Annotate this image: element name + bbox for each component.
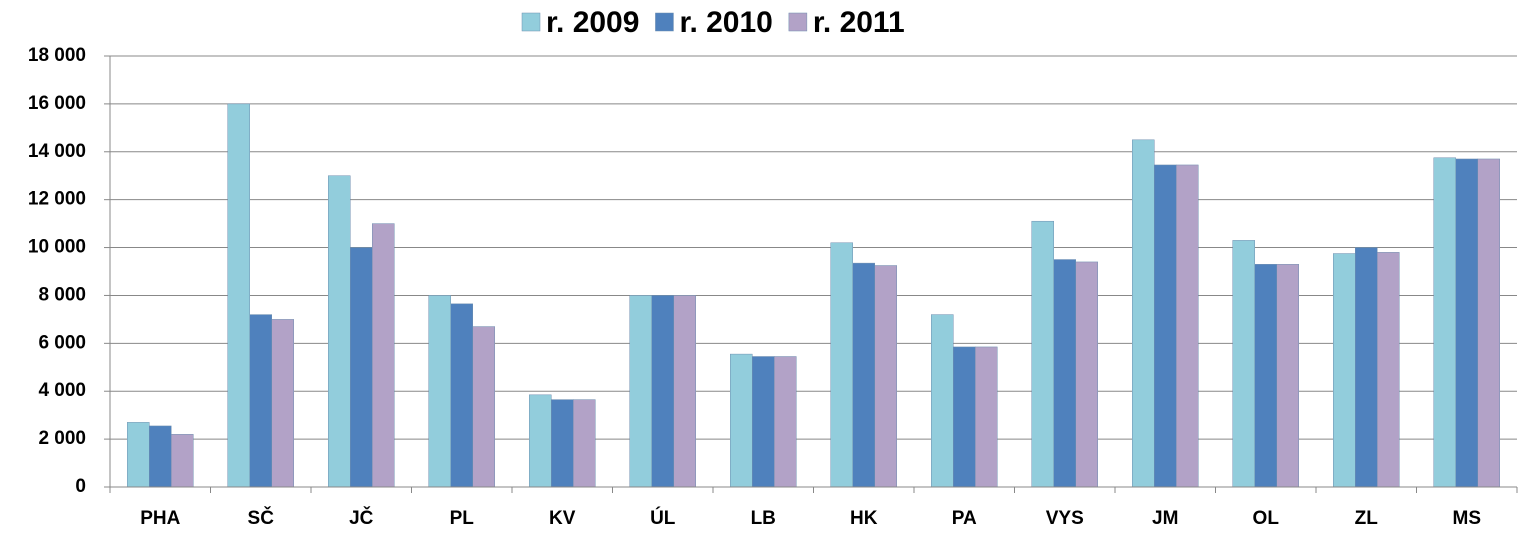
bar [149,425,172,488]
bar [529,394,552,488]
y-tick-label: 16 000 [28,93,86,114]
bar [1031,220,1054,488]
bar [1053,259,1076,488]
bar [752,356,775,488]
bar [673,295,696,488]
bar [1477,158,1500,488]
legend-label: r. 2010 [679,6,772,39]
bar [1154,164,1177,488]
bar [931,314,954,488]
bar [249,314,272,488]
bar [730,353,753,488]
y-tick-label: 6 000 [38,332,86,353]
bar [1377,252,1400,488]
bar [171,434,194,488]
x-tick-label: VYS [1046,508,1084,529]
x-tick-label: SČ [248,507,275,529]
bar [852,262,875,488]
x-tick-label: MS [1453,508,1482,529]
x-tick-label: KV [549,508,576,529]
bar [953,346,976,488]
bar [874,265,897,488]
bar [573,399,596,488]
legend-swatch [788,12,808,32]
bar [227,103,250,488]
bar [328,175,351,488]
x-tick-label: PL [450,508,475,529]
bar [830,242,853,488]
bar [472,326,495,488]
x-tick-label: ÚL [650,507,676,529]
bar [1455,158,1478,488]
bar [428,295,451,488]
legend-label: r. 2009 [546,6,639,39]
x-tick-label: ZL [1355,508,1379,529]
x-tick-label: JM [1152,508,1178,529]
bar [1176,164,1199,488]
bar [651,295,674,488]
y-tick-label: 14 000 [28,141,86,162]
x-tick-label: LB [751,508,776,529]
bar [350,247,373,488]
bar [127,422,150,488]
y-tick-label: 12 000 [28,189,86,210]
x-tick-label: PA [952,508,977,529]
bar [629,295,652,488]
bar [1355,247,1378,488]
bar [1075,261,1098,488]
y-tick-label: 10 000 [28,237,86,258]
legend-swatch [655,12,674,32]
legend-swatch [521,12,541,32]
bar [1433,157,1456,488]
bar [271,319,294,488]
y-tick-label: 0 [75,476,86,497]
x-tick-label: JČ [349,507,374,529]
bar [1132,139,1155,488]
bar [1254,264,1277,488]
y-tick-label: 18 000 [28,45,86,66]
bar [1333,253,1356,488]
y-tick-label: 8 000 [38,284,86,305]
bar [975,346,998,488]
x-tick-label: OL [1253,508,1280,529]
legend-label: r. 2011 [813,6,905,39]
y-tick-label: 2 000 [38,428,86,449]
y-tick-label: 4 000 [38,380,86,401]
x-tick-label: PHA [140,508,180,529]
bar [1276,264,1299,488]
bar [450,303,473,488]
x-tick-label: HK [850,508,878,529]
bar [1232,240,1255,488]
bar [774,356,797,488]
bar [372,223,395,488]
bar [551,399,574,488]
